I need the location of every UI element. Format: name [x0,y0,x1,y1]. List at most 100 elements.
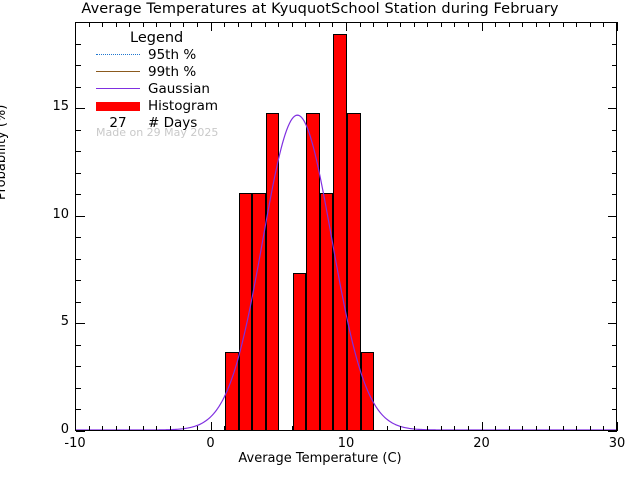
tick-mark [278,22,280,27]
tick-mark [535,426,537,431]
tick-mark [76,344,81,346]
tick-mark [224,426,226,431]
legend-swatch-solid [96,66,140,78]
histogram-bar [333,33,347,430]
tick-mark [76,301,81,303]
tick-mark [75,422,76,431]
tick-mark [617,22,618,31]
tick-mark [603,22,605,27]
x-tick-label: 10 [337,436,355,451]
tick-mark [413,22,415,27]
legend-label: 99th % [148,64,197,80]
tick-mark [495,22,497,27]
tick-mark [76,194,81,196]
plot-area [76,23,616,430]
tick-mark [76,431,85,432]
tick-mark [612,129,617,131]
tick-mark [589,426,591,431]
histogram-bar [238,193,253,430]
tick-mark [88,426,90,431]
tick-mark [589,22,591,27]
tick-mark [332,22,334,27]
tick-mark [291,22,293,27]
tick-mark [169,426,171,431]
legend-line [96,88,140,89]
tick-mark [400,22,402,27]
histogram-bar [225,352,239,430]
tick-mark [76,129,81,131]
y-axis-title: Probability (%) [0,104,9,200]
tick-mark [76,108,85,110]
tick-mark [210,422,212,431]
tick-mark [76,409,81,411]
tick-mark [318,22,320,27]
tick-mark [576,426,578,431]
tick-mark [278,426,280,431]
tick-mark [291,426,293,431]
tick-mark [76,280,81,282]
tick-mark [612,86,617,88]
y-tick-label: 15 [52,99,69,115]
tick-mark [535,22,537,27]
tick-mark [612,258,617,260]
legend-swatch-patch [96,100,140,112]
tick-mark [183,426,185,431]
tick-mark [617,422,618,431]
histogram-bar [347,113,361,430]
tick-mark [612,43,617,45]
tick-mark [562,426,564,431]
tick-mark [359,426,361,431]
tick-mark [522,22,524,27]
tick-mark [102,22,104,27]
tick-mark [318,426,320,431]
tick-mark [359,22,361,27]
tick-mark [386,22,388,27]
tick-mark [76,43,81,45]
tick-mark [467,22,469,27]
tick-mark [549,22,551,27]
tick-mark [251,22,253,27]
tick-mark [76,237,81,239]
legend-swatch-solid [96,83,140,95]
tick-mark [612,22,617,23]
x-tick-label: 0 [206,436,215,451]
tick-mark [88,22,90,27]
legend-label: 95th % [148,47,197,63]
tick-mark [196,426,198,431]
tick-mark [237,426,239,431]
legend-line [96,102,140,111]
tick-mark [562,22,564,27]
histogram-bar [265,113,280,430]
tick-mark [76,65,81,67]
y-tick-label: 10 [52,206,69,222]
legend-title: Legend [130,30,184,46]
tick-mark [522,426,524,431]
tick-mark [612,151,617,153]
tick-mark [454,426,456,431]
y-tick-label: 5 [60,314,69,330]
tick-mark [440,22,442,27]
gaussian-curve-layer [76,114,616,430]
watermark: Made on 29 May 2025 [96,126,219,139]
tick-mark [210,22,212,31]
tick-mark [142,22,144,27]
histogram-bar [252,193,266,430]
legend: Legend 95th % 99th % Gaussian Histogram 27 # … [96,30,311,131]
tick-mark [76,22,81,23]
tick-mark [196,22,198,27]
tick-mark [75,22,76,31]
histogram-bar [292,272,307,430]
tick-mark [549,426,551,431]
legend-entry: Histogram [96,98,311,114]
tick-mark [603,426,605,431]
tick-mark [183,22,185,27]
tick-mark [454,22,456,27]
tick-mark [576,22,578,27]
days-count-value: 27 [109,115,127,131]
tick-mark [76,151,81,153]
x-tick-label: 30 [608,436,626,451]
tick-mark [115,22,117,27]
tick-mark [612,280,617,282]
tick-mark [264,426,266,431]
tick-mark [481,22,483,31]
